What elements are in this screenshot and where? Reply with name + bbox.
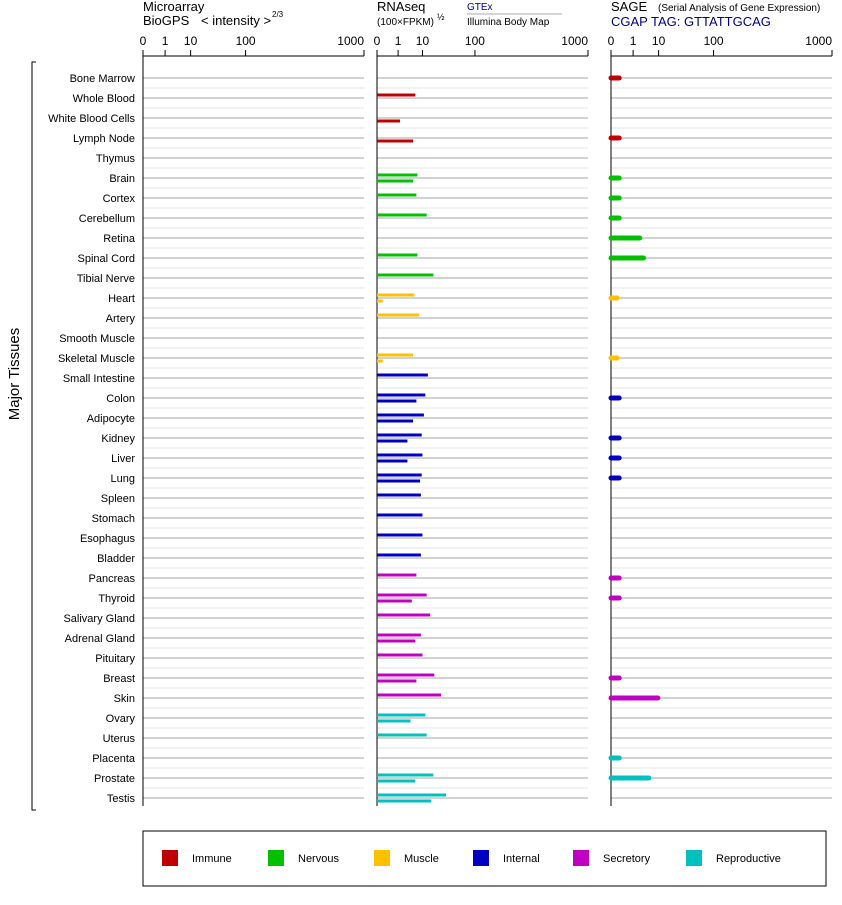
x-tick-label: 1 [162,34,169,48]
tissue-label: Stomach [92,513,135,525]
legend-swatch-reproductive [686,850,702,866]
tissue-label: Skeletal Muscle [58,353,135,365]
legend-label-secretory: Secretory [603,853,651,865]
tissue-label: Artery [106,313,136,325]
legend-label-reproductive: Reproductive [716,853,781,865]
rnaseq-units: (100×FPKM) [377,17,434,28]
x-tick-label: 100 [465,34,485,48]
panel-header-microarray: Microarray BioGPS < intensity > 2/3 [143,0,284,28]
tissue-label: Cortex [103,193,136,205]
tissue-label: Placenta [92,753,136,765]
tissue-label: Pancreas [89,573,136,585]
legend-swatch-nervous [268,850,284,866]
legend-label-internal: Internal [503,853,540,865]
tissue-label: Thyroid [98,593,135,605]
x-tick-label: 1000 [805,34,832,48]
tissue-label: Liver [111,453,135,465]
legend-label-muscle: Muscle [404,853,439,865]
tissue-label: Spinal Cord [78,253,135,265]
tissue-label: Tibial Nerve [77,273,135,285]
tissue-label: Bone Marrow [70,73,135,85]
tissue-label: White Blood Cells [48,113,135,125]
rnaseq-title: RNAseq [377,0,425,14]
tissue-label: Ovary [106,713,136,725]
x-tick-label: 1000 [561,34,588,48]
legend-swatch-internal [473,850,489,866]
tissue-label: Breast [103,673,135,685]
tissue-label: Esophagus [80,533,136,545]
x-tick-label: 10 [184,34,198,48]
sage-subtitle: (Serial Analysis of Gene Expression) [658,3,820,14]
tissue-label: Colon [106,393,135,405]
legend-swatch-secretory [573,850,589,866]
tissue-label: Heart [108,293,135,305]
x-tick-label: 100 [704,34,724,48]
legend-label-nervous: Nervous [298,853,339,865]
tissue-label: Salivary Gland [63,613,135,625]
tissue-label: Lung [111,473,135,485]
x-tick-label: 100 [236,34,256,48]
panel-header-sage: SAGE (Serial Analysis of Gene Expression… [611,0,820,29]
tissue-label: Pituitary [95,653,135,665]
microarray-exponent: 2/3 [272,10,284,19]
tissue-label: Uterus [103,733,136,745]
x-tick-label: 1 [395,34,402,48]
x-tick-label: 10 [652,34,666,48]
rnaseq-source-ibm: Illumina Body Map [467,17,550,28]
tissue-label: Cerebellum [79,213,135,225]
tissue-label: Adrenal Gland [65,633,135,645]
tissue-label: Testis [107,793,136,805]
tissue-label: Bladder [97,553,135,565]
microarray-units: < intensity > [201,13,271,28]
tissue-label: Brain [109,173,135,185]
tissue-label: Spleen [101,493,135,505]
microarray-title: Microarray [143,0,205,14]
x-tick-label: 0 [140,34,147,48]
tissue-label: Kidney [101,433,135,445]
rnaseq-exponent: ½ [437,12,445,22]
sage-tag: CGAP TAG: GTTATTGCAG [611,14,771,29]
tissue-label: Prostate [94,773,135,785]
tissue-bracket [31,61,36,811]
panel-header-rnaseq: RNAseq (100×FPKM) ½ GTEx Illumina Body M… [377,0,562,28]
tissue-label: Thymus [96,153,136,165]
tissue-label: Smooth Muscle [59,333,135,345]
rnaseq-source-gtex: GTEx [467,2,493,13]
legend-swatch-muscle [374,850,390,866]
sage-title: SAGE [611,0,647,14]
tissue-label: Adipocyte [87,413,135,425]
microarray-source: BioGPS [143,13,190,28]
x-tick-label: 1000 [337,34,364,48]
x-tick-label: 1 [630,34,637,48]
tissue-label: Skin [114,693,135,705]
x-tick-label: 0 [608,34,615,48]
y-axis-label: Major Tissues [6,328,23,421]
tissue-label: Whole Blood [73,93,135,105]
x-tick-label: 0 [374,34,381,48]
tissue-label: Retina [103,233,136,245]
tissue-label: Small Intestine [63,373,135,385]
legend-label-immune: Immune [192,853,232,865]
tissue-label: Lymph Node [73,133,135,145]
x-tick-label: 10 [416,34,430,48]
legend-swatch-immune [162,850,178,866]
